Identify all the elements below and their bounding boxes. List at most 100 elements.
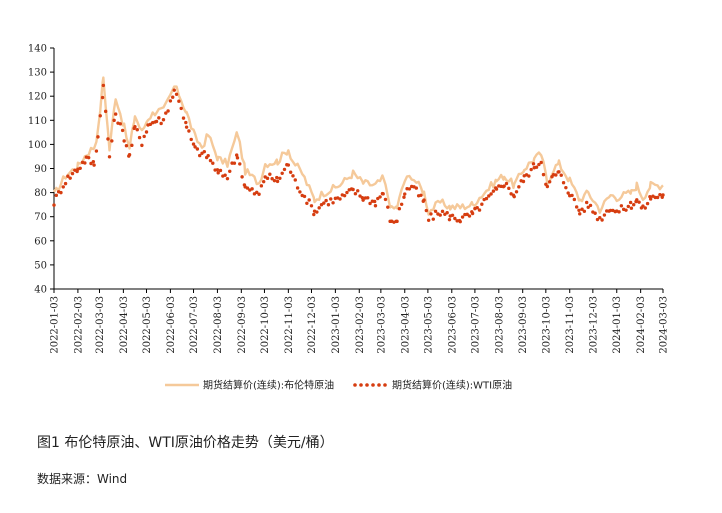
wti-point [507, 186, 511, 191]
wti-point [83, 161, 87, 165]
wti-point [329, 197, 333, 201]
wti-point [419, 193, 423, 197]
wti-point [228, 169, 232, 173]
wti-point [593, 211, 597, 215]
wti-point [78, 166, 82, 171]
wti-point [140, 143, 144, 148]
wti-point [245, 186, 250, 190]
wti-point [356, 189, 360, 193]
wti-point [189, 137, 193, 142]
wti-point [414, 186, 419, 190]
wti-point [181, 116, 186, 120]
wti-point [91, 159, 96, 164]
wti-point [397, 206, 402, 211]
wti-point [113, 112, 118, 116]
wti-point [403, 192, 407, 196]
wti-point [353, 191, 358, 196]
wti-point [584, 200, 589, 205]
wti-point [298, 190, 302, 194]
wti-point [101, 83, 106, 88]
wti-point [92, 163, 96, 167]
wti-point [96, 135, 100, 139]
wti-point [59, 190, 63, 195]
wti-point [293, 178, 297, 182]
wti-point [378, 195, 382, 199]
wti-point [154, 119, 159, 124]
wti-point [275, 175, 279, 180]
x-tick-label: 2024-03-03 [659, 296, 670, 354]
wti-point [211, 161, 215, 165]
y-tick-label: 40 [34, 285, 47, 296]
x-tick-label: 2022-12-03 [307, 296, 318, 354]
wti-point [202, 149, 207, 154]
wti-point [547, 180, 552, 184]
wti-point [259, 184, 264, 188]
wti-point [280, 171, 284, 175]
wti-point [426, 218, 431, 222]
wti-point [628, 200, 633, 205]
wti-point [407, 187, 412, 191]
wti-point [572, 197, 577, 202]
x-tick-label: 2022-02-03 [73, 296, 84, 354]
wti-point [577, 208, 581, 212]
wti-point [629, 206, 634, 210]
wti-point [133, 125, 137, 129]
wti-point [539, 160, 543, 165]
wti-point [118, 122, 123, 126]
wti-point [517, 185, 521, 189]
wti-point [561, 181, 566, 185]
wti-point [208, 158, 213, 163]
wti-point [460, 215, 465, 219]
wti-point [368, 201, 372, 206]
wti-point [278, 176, 282, 180]
wti-point [632, 203, 636, 207]
wti-point [317, 206, 321, 210]
x-tick-label: 2022-09-03 [237, 296, 248, 354]
wti-point [637, 200, 641, 204]
wti-point [309, 204, 314, 208]
wti-point [157, 116, 161, 120]
x-tick-label: 2022-06-03 [166, 296, 177, 354]
wti-point [137, 135, 142, 140]
x-tick-label: 2022-01-03 [50, 296, 61, 354]
wti-point [624, 208, 628, 212]
legend-wti-dot [383, 383, 387, 387]
wti-point [54, 193, 59, 198]
y-tick-label: 130 [28, 68, 47, 79]
figure-caption: 图1 布伦特原油、WTI原油价格走势（美元/桶） [37, 435, 334, 451]
wti-point [383, 197, 388, 202]
legend-wti-swatch [353, 383, 387, 387]
wti-point [240, 175, 244, 179]
wti-point [198, 153, 202, 158]
wti-point [288, 170, 293, 174]
wti-point [275, 179, 280, 184]
y-tick-label: 140 [28, 44, 47, 55]
wti-point [440, 209, 445, 214]
wti-point [527, 174, 531, 178]
wti-point [144, 130, 149, 134]
wti-point [112, 118, 116, 123]
wti-point [103, 109, 108, 114]
wti-point [655, 195, 660, 200]
wti-point [86, 155, 91, 160]
wti-point [453, 216, 457, 221]
y-tick-label: 60 [34, 236, 47, 247]
wti-point [537, 162, 541, 167]
wti-point [641, 204, 645, 208]
wti-point [598, 215, 602, 220]
legend-wti-dot [365, 383, 369, 387]
x-tick-label: 2023-10-03 [541, 296, 552, 354]
x-tick-label: 2023-03-03 [376, 296, 387, 354]
wti-point [159, 121, 163, 126]
wti-point [361, 198, 365, 202]
wti-point [312, 212, 316, 217]
wti-point [124, 144, 129, 148]
wti-point [445, 211, 449, 215]
wti-point [270, 177, 274, 181]
x-tick-label: 2024-01-03 [612, 296, 623, 354]
wti-point [372, 199, 377, 204]
x-tick-label: 2023-09-03 [518, 296, 529, 354]
wti-point [554, 173, 558, 177]
chart-legend: 期货结算价(连续):布伦特原油 期货结算价(连续):WTI原油 [165, 379, 512, 392]
x-tick-label: 2023-08-03 [494, 296, 505, 354]
